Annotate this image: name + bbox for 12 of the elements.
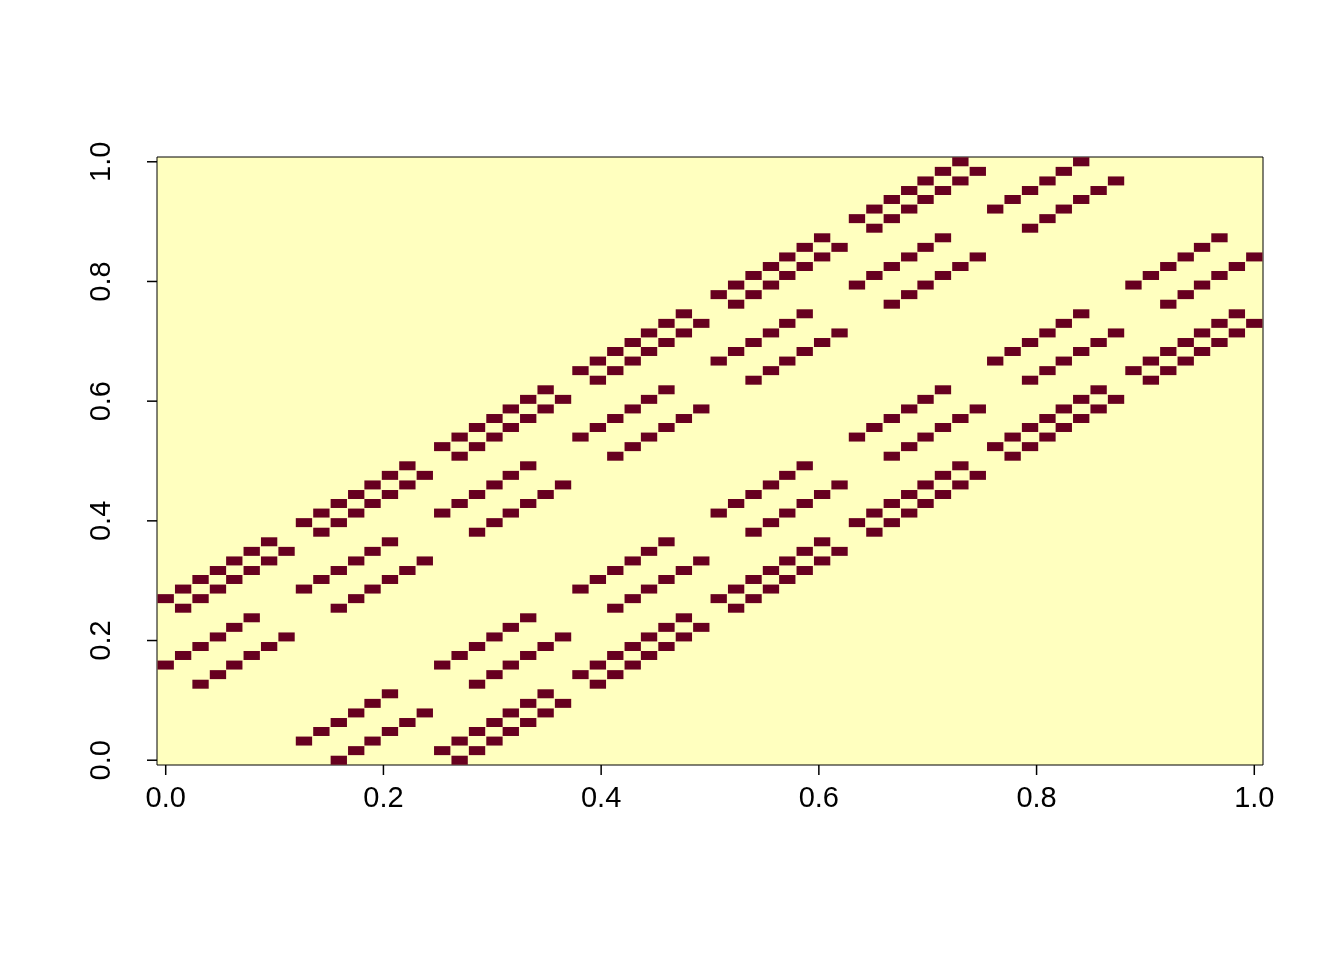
y-tick-label: 0.6 <box>84 380 116 422</box>
x-tick-label: 0.2 <box>363 781 404 813</box>
y-tick-label: 0.2 <box>84 620 116 661</box>
y-tick-label: 0.0 <box>84 740 116 781</box>
y-tick-label: 0.4 <box>84 500 116 542</box>
x-tick-label: 1.0 <box>1234 781 1275 813</box>
x-tick-label: 0.0 <box>145 781 186 813</box>
x-tick-label: 0.6 <box>798 781 840 813</box>
y-tick-label: 1.0 <box>84 141 116 182</box>
y-tick-label: 0.8 <box>84 261 116 302</box>
x-tick-label: 0.4 <box>580 781 622 813</box>
x-tick-label: 0.8 <box>1016 781 1057 813</box>
